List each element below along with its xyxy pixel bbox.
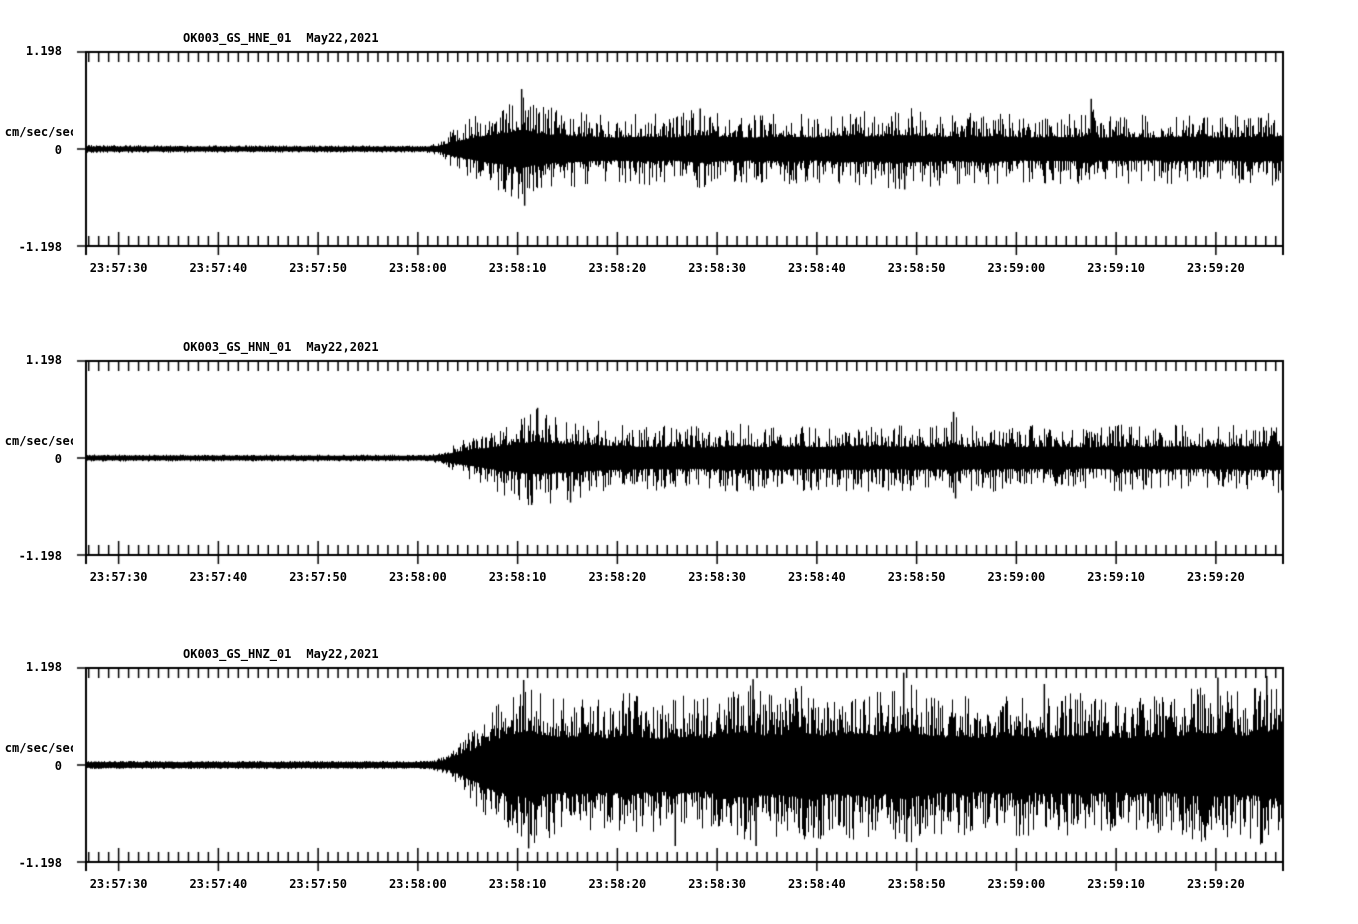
x-tick-label: 23:59:10 xyxy=(1087,877,1146,891)
x-tick-label: 23:58:50 xyxy=(887,261,946,275)
x-tick-label: 23:59:00 xyxy=(987,570,1046,584)
x-tick-label: 23:58:40 xyxy=(787,570,846,584)
y-tick-label-min: -1.198 xyxy=(18,549,62,563)
plot-title: OK003_GS_HNN_01 May22,2021 xyxy=(183,340,379,354)
y-axis-unit-label: cm/sec/sec xyxy=(4,741,77,755)
seismogram-waveform-hnn xyxy=(73,356,1292,568)
x-tick-label: 23:57:50 xyxy=(289,877,348,891)
x-tick-label: 23:58:20 xyxy=(588,570,647,584)
seismogram-waveform-hne xyxy=(73,47,1292,259)
x-tick-label: 23:58:30 xyxy=(688,261,747,275)
y-tick-label-zero: 0 xyxy=(54,452,62,466)
x-tick-label: 23:57:30 xyxy=(89,261,148,275)
y-tick-label-max: 1.198 xyxy=(25,44,62,58)
x-tick-label: 23:57:40 xyxy=(189,570,248,584)
station-id: OK003_GS_HNE_01 xyxy=(183,31,292,45)
plot-hnn: OK003_GS_HNN_01 May22,2021 1.198 cm/sec/… xyxy=(0,309,1358,617)
y-tick-label-max: 1.198 xyxy=(25,353,62,367)
x-tick-label: 23:58:30 xyxy=(688,570,747,584)
y-tick-label-zero: 0 xyxy=(54,143,62,157)
x-tick-label: 23:58:50 xyxy=(887,570,946,584)
seismogram-waveform-hnz xyxy=(73,663,1292,875)
plot-date: May22,2021 xyxy=(306,647,379,661)
x-tick-label: 23:59:10 xyxy=(1087,261,1146,275)
station-id: OK003_GS_HNN_01 xyxy=(183,340,292,354)
y-tick-label-zero: 0 xyxy=(54,759,62,773)
plot-title: OK003_GS_HNZ_01 May22,2021 xyxy=(183,647,379,661)
x-tick-label: 23:57:40 xyxy=(189,877,248,891)
y-tick-label-min: -1.198 xyxy=(18,240,62,254)
x-tick-label: 23:58:10 xyxy=(488,570,547,584)
x-tick-label: 23:58:20 xyxy=(588,261,647,275)
plot-title: OK003_GS_HNE_01 May22,2021 xyxy=(183,31,379,45)
plot-date: May22,2021 xyxy=(306,340,379,354)
x-tick-label: 23:57:50 xyxy=(289,570,348,584)
x-tick-label: 23:59:20 xyxy=(1186,261,1245,275)
y-tick-label-min: -1.198 xyxy=(18,856,62,870)
y-axis-unit-label: cm/sec/sec xyxy=(4,434,77,448)
x-tick-label: 23:58:20 xyxy=(588,877,647,891)
plot-hne: OK003_GS_HNE_01 May22,2021 1.198 cm/sec/… xyxy=(0,0,1358,308)
station-id: OK003_GS_HNZ_01 xyxy=(183,647,292,661)
plot-date: May22,2021 xyxy=(306,31,379,45)
x-tick-label: 23:59:00 xyxy=(987,877,1046,891)
x-tick-label: 23:59:00 xyxy=(987,261,1046,275)
x-tick-label: 23:58:40 xyxy=(787,877,846,891)
x-tick-label: 23:58:00 xyxy=(388,570,447,584)
plot-hnz: OK003_GS_HNZ_01 May22,2021 1.198 cm/sec/… xyxy=(0,616,1358,924)
x-tick-label: 23:58:30 xyxy=(688,877,747,891)
y-tick-label-max: 1.198 xyxy=(25,660,62,674)
x-tick-label: 23:58:40 xyxy=(787,261,846,275)
x-tick-label: 23:57:30 xyxy=(89,877,148,891)
x-tick-label: 23:58:50 xyxy=(887,877,946,891)
x-tick-label: 23:58:10 xyxy=(488,261,547,275)
x-tick-label: 23:57:30 xyxy=(89,570,148,584)
x-tick-label: 23:59:20 xyxy=(1186,570,1245,584)
x-tick-label: 23:58:00 xyxy=(388,877,447,891)
y-axis-unit-label: cm/sec/sec xyxy=(4,125,77,139)
x-tick-label: 23:57:40 xyxy=(189,261,248,275)
x-tick-label: 23:58:00 xyxy=(388,261,447,275)
x-tick-label: 23:58:10 xyxy=(488,877,547,891)
x-tick-label: 23:59:20 xyxy=(1186,877,1245,891)
x-tick-label: 23:57:50 xyxy=(289,261,348,275)
x-tick-label: 23:59:10 xyxy=(1087,570,1146,584)
